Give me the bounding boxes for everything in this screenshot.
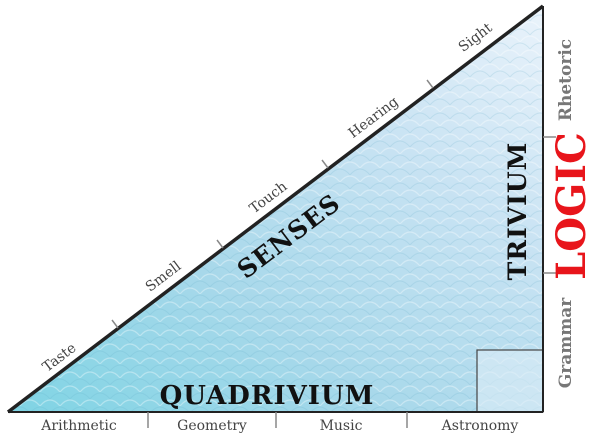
quadrivium-arithmetic: Arithmetic <box>40 418 117 434</box>
trivium-title: TRIVIUM <box>503 142 532 281</box>
trivium-rhetoric: Rhetoric <box>556 39 576 121</box>
quadrivium-music: Music <box>320 418 363 434</box>
quadrivium-astronomy: Astronomy <box>441 418 519 434</box>
quadrivium-geometry: Geometry <box>177 418 247 434</box>
corner-square <box>476 349 544 413</box>
quadrivium-ticks <box>147 412 408 428</box>
logic-title: LOGIC <box>548 132 592 280</box>
trivium-grammar: Grammar <box>556 297 576 388</box>
trivium-ticks <box>543 136 556 274</box>
quadrivium-title: QUADRIVIUM <box>160 381 375 411</box>
hypotenuse-line <box>6 4 545 414</box>
sense-ticks <box>111 79 434 329</box>
quadrivium-labels: Arithmetic Geometry Music Astronomy <box>40 418 518 434</box>
